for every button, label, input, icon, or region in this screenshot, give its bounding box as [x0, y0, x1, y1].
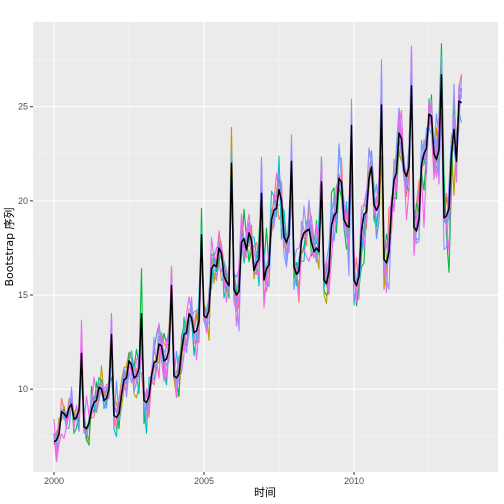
original-series-line — [53, 73, 462, 443]
x-axis-title: 时间 — [254, 486, 276, 499]
x-tick-label: 2005 — [194, 476, 214, 486]
y-axis: 10 15 20 25 — [18, 102, 33, 394]
x-tick-label: 2000 — [44, 476, 64, 486]
x-axis: 2000 2005 2010 — [44, 472, 364, 486]
y-tick-label: 10 — [18, 384, 28, 394]
y-tick-label: 20 — [18, 196, 28, 206]
y-tick-label: 15 — [18, 290, 28, 300]
y-axis-title: Bootstrap 序列 — [2, 207, 16, 286]
x-tick-label: 2010 — [344, 476, 364, 486]
series-layer — [53, 42, 463, 462]
y-tick-label: 25 — [18, 102, 28, 112]
